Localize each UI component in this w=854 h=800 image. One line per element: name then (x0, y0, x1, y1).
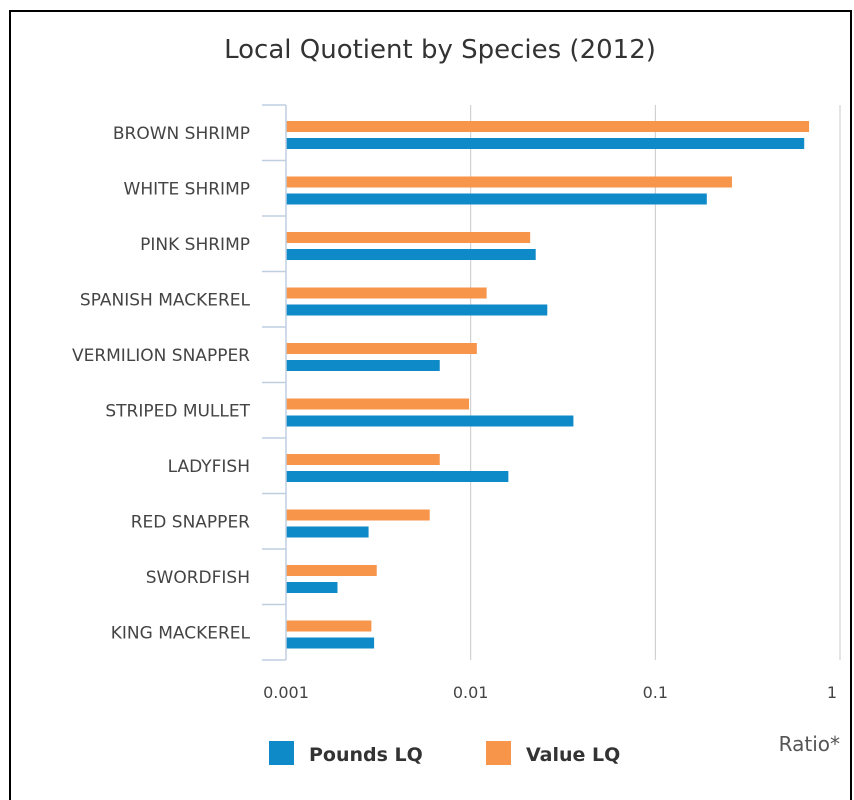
category-label: RED SNAPPER (131, 512, 250, 532)
grid-lines (470, 105, 841, 660)
bar-pounds-lq (286, 526, 369, 538)
bar-pounds-lq (286, 249, 536, 260)
category-label: SWORDFISH (146, 568, 250, 588)
bar-value-lq (286, 121, 810, 132)
legend-label-pounds: Pounds LQ (309, 744, 423, 766)
legend-swatch-value (486, 741, 511, 765)
bar-pounds-lq (286, 193, 707, 205)
category-label: STRIPED MULLET (105, 401, 250, 421)
category-label: WHITE SHRIMP (124, 179, 250, 199)
bar-value-lq (286, 287, 487, 299)
bar-pounds-lq (286, 415, 574, 427)
bar-value-lq (286, 398, 470, 410)
bar-value-lq (286, 176, 732, 188)
bar-value-lq (286, 509, 430, 521)
x-tick-label: 1 (827, 683, 837, 702)
bar-pounds-lq (286, 304, 548, 316)
bar-value-lq (286, 565, 377, 576)
chart-title: Local Quotient by Species (2012) (224, 35, 656, 65)
x-tick-label: 0.001 (263, 683, 309, 702)
legend: Pounds LQ Value LQ (269, 741, 620, 766)
bar-pounds-lq (286, 138, 805, 149)
bar-pounds-lq (286, 582, 338, 593)
bar-value-lq (286, 454, 440, 465)
category-label: VERMILION SNAPPER (72, 346, 250, 366)
bar-pounds-lq (286, 471, 509, 482)
category-axis: BROWN SHRIMP WHITE SHRIMP PINK SHRIMP SPANI… (72, 104, 287, 661)
category-label: KING MACKEREL (111, 623, 251, 643)
category-label: BROWN SHRIMP (113, 124, 250, 144)
category-label: PINK SHRIMP (140, 235, 250, 255)
legend-label-value: Value LQ (526, 744, 620, 766)
bar-value-lq (286, 343, 477, 354)
category-label: SPANISH MACKEREL (80, 290, 251, 310)
bar-value-lq (286, 232, 531, 243)
x-tick-label: 0.01 (453, 683, 489, 702)
bar-value-lq (286, 620, 372, 632)
bar-pounds-lq (286, 637, 375, 649)
bars (286, 121, 810, 649)
value-axis-ticks: 0.001 0.01 0.1 1 (263, 683, 837, 702)
legend-swatch-pounds (269, 741, 294, 765)
category-label: LADYFISH (168, 457, 250, 477)
x-tick-label: 0.1 (643, 683, 668, 702)
x-axis-label: Ratio* (779, 732, 840, 756)
bar-pounds-lq (286, 360, 440, 371)
